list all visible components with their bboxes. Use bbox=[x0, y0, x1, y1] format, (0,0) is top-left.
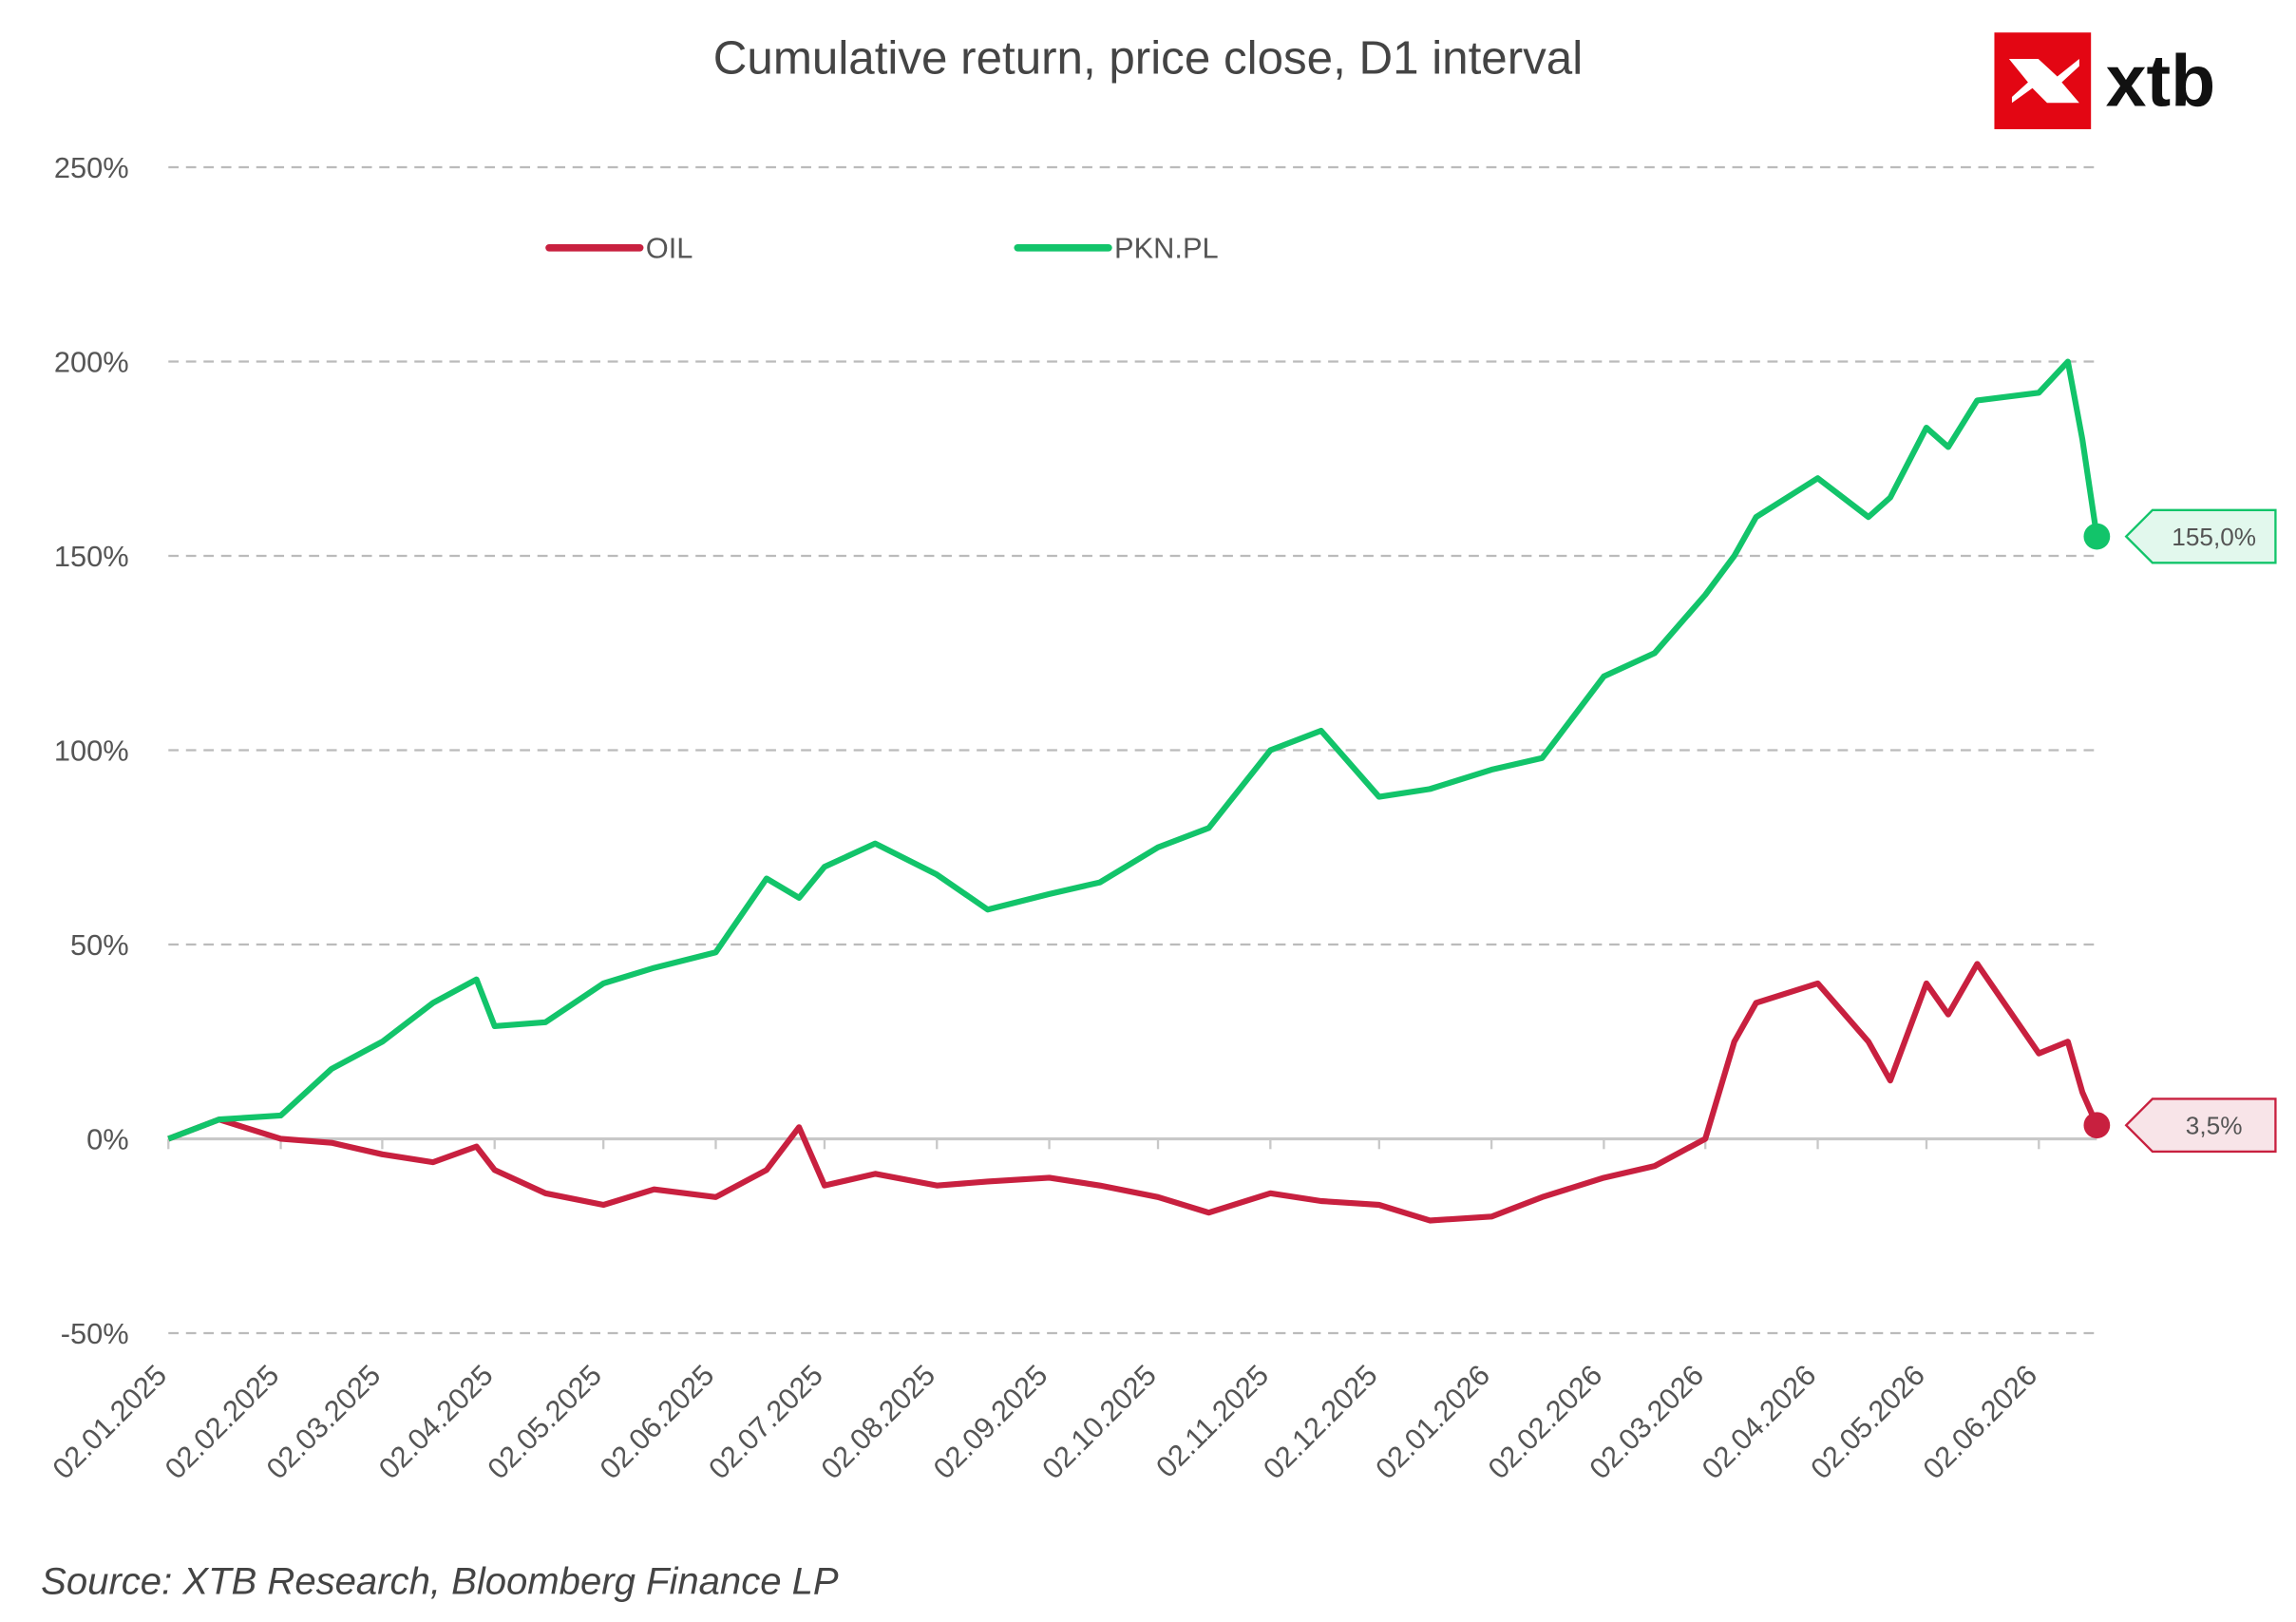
line bbox=[167, 961, 2100, 1224]
x-tick-label: 02.05.2026 bbox=[1804, 1358, 1931, 1485]
source: Source: XTB Research, Bloomberg Finance … bbox=[41, 1560, 839, 1602]
x-tick-label: 02.10.2025 bbox=[1035, 1358, 1163, 1485]
value-label: 155,0% bbox=[2172, 523, 2256, 551]
x-tick-label: 02.07.2025 bbox=[702, 1358, 829, 1485]
x-tick-label: 02.04.2026 bbox=[1696, 1358, 1823, 1485]
line bbox=[167, 358, 2100, 1142]
y-tick-label: 100% bbox=[54, 734, 129, 767]
logo-icon bbox=[2008, 58, 2079, 104]
y-tick-label: 0% bbox=[86, 1122, 129, 1155]
x-tick-label: 02.12.2025 bbox=[1257, 1358, 1384, 1485]
y-tick-label: 150% bbox=[54, 540, 129, 573]
end-marker bbox=[2083, 523, 2111, 550]
y-tick-label: 50% bbox=[70, 928, 129, 962]
logo-text: xtb bbox=[2106, 40, 2216, 122]
end-marker bbox=[2083, 1112, 2111, 1139]
x-tick-label: 02.06.2025 bbox=[594, 1358, 721, 1485]
y-tick-label: 250% bbox=[54, 151, 129, 184]
y-tick-label: -50% bbox=[61, 1317, 129, 1350]
x-tick-label: 02.11.2025 bbox=[1149, 1358, 1275, 1483]
chart-title: Cumulative return, price close, D1 inter… bbox=[713, 31, 1583, 84]
legend-label: PKN.PL bbox=[1114, 232, 1219, 265]
value-label: 3,5% bbox=[2186, 1111, 2243, 1139]
x-tick-label: 02.01.2026 bbox=[1369, 1358, 1496, 1485]
x-tick-label: 02.06.2026 bbox=[1916, 1358, 2043, 1485]
x-tick-label: 02.01.2025 bbox=[46, 1358, 173, 1485]
logo: xtb bbox=[1994, 32, 2215, 129]
y-tick-label: 200% bbox=[54, 345, 129, 378]
x-tick-label: 02.04.2025 bbox=[372, 1358, 500, 1485]
x-tick-label: 02.09.2025 bbox=[927, 1358, 1054, 1485]
x-tick-label: 02.05.2025 bbox=[481, 1358, 608, 1485]
value-callout bbox=[2124, 1097, 2277, 1154]
legend-label: OIL bbox=[646, 232, 693, 265]
value-callout bbox=[2124, 508, 2277, 564]
x-tick-label: 02.08.2025 bbox=[814, 1358, 941, 1485]
